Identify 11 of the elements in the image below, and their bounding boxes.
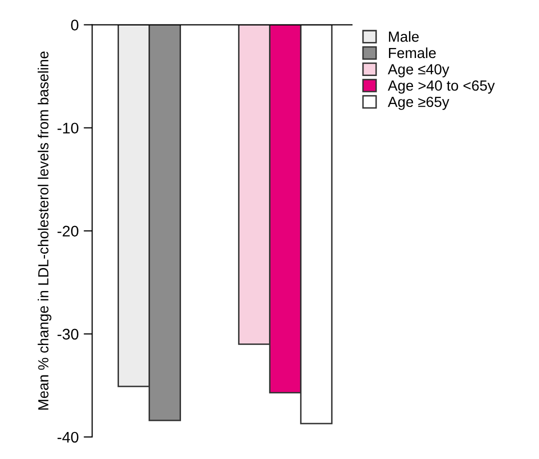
legend-label: Age ≤40y [388, 64, 450, 78]
y-axis-title: Mean % change in LDL-cholesterol levels from baseline [38, 52, 52, 410]
y-tick-label: -10 [58, 122, 78, 134]
y-tick-label: -20 [58, 226, 78, 237]
legend-label: Age >40 to <65y [388, 80, 495, 94]
y-tick-label: 0 [71, 20, 78, 30]
y-tick-label: -40 [58, 432, 78, 443]
legend-label: Female [388, 47, 436, 58]
y-tick-label: -30 [58, 328, 78, 340]
legend-label: Male [388, 31, 419, 42]
legend-label: Age ≥65y [388, 96, 450, 110]
